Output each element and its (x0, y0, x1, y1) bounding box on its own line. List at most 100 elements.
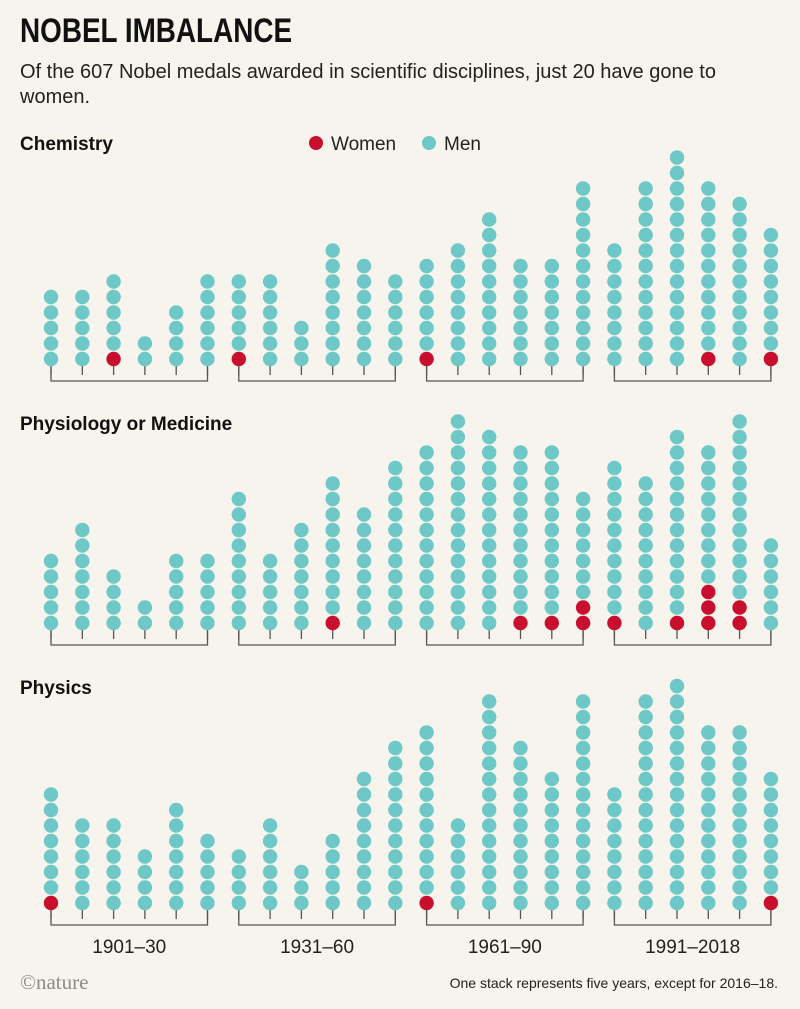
dot-men (356, 895, 372, 911)
period-bracket (613, 367, 772, 382)
dot-men (419, 258, 434, 274)
dot-men (669, 227, 685, 243)
dot-men (513, 600, 528, 615)
dot-men (262, 336, 278, 351)
dot-men (669, 491, 685, 507)
dot-men (325, 600, 340, 615)
dot-men (356, 522, 372, 538)
dot-men (356, 818, 372, 833)
dot-men (638, 196, 653, 212)
dot-men (231, 600, 246, 615)
dot-men (575, 538, 591, 553)
stack (43, 787, 59, 919)
dot-men (763, 818, 779, 833)
stack (732, 196, 747, 375)
dot-men (638, 849, 653, 864)
dot-men (106, 569, 121, 584)
dot-men (169, 615, 184, 631)
dot-men (607, 833, 622, 849)
dot-men (356, 584, 372, 600)
period-bracket (425, 631, 584, 646)
dot-women (701, 584, 716, 600)
dot-men (544, 802, 559, 818)
dot-men (388, 491, 403, 507)
dot-women (419, 351, 434, 367)
dot-men (106, 289, 121, 305)
dot-men (388, 522, 403, 538)
dot-men (544, 476, 559, 491)
dot-men (419, 849, 434, 864)
dot-men (43, 351, 59, 367)
dot-men (513, 445, 528, 460)
dot-men (732, 833, 747, 849)
dot-men (388, 849, 403, 864)
dot-men (638, 227, 653, 243)
dot-men (482, 694, 497, 709)
dot-men (43, 584, 59, 600)
dot-men (513, 849, 528, 864)
dot-men (544, 336, 559, 351)
dot-men (669, 833, 685, 849)
dot-men (388, 864, 403, 880)
stack (575, 181, 591, 375)
dot-men (75, 553, 90, 569)
dot-men (75, 895, 90, 911)
dot-men (325, 491, 340, 507)
dot-men (669, 289, 685, 305)
stack (325, 833, 340, 919)
dot-men (388, 289, 403, 305)
dot-men (450, 522, 466, 538)
dot-men (294, 336, 309, 351)
dot-men (325, 320, 340, 336)
dot-men (732, 196, 747, 212)
dot-men (669, 678, 685, 694)
dot-men (482, 709, 497, 725)
dot-women (732, 600, 747, 615)
dot-men (513, 584, 528, 600)
dot-men (732, 491, 747, 507)
dot-men (262, 818, 278, 833)
dot-men (669, 553, 685, 569)
dot-men (638, 569, 653, 584)
dot-men (169, 895, 184, 911)
dot-men (669, 538, 685, 553)
dot-men (419, 864, 434, 880)
dot-men (482, 320, 497, 336)
dot-men (262, 584, 278, 600)
dot-men (43, 569, 59, 584)
dot-men (638, 507, 653, 522)
dot-men (388, 305, 403, 320)
dot-men (544, 584, 559, 600)
dot-men (482, 740, 497, 756)
dot-men (169, 802, 184, 818)
dot-men (200, 274, 215, 289)
dot-men (450, 895, 466, 911)
dot-men (419, 771, 434, 787)
dot-men (356, 787, 372, 802)
dot-men (388, 507, 403, 522)
stack (356, 507, 372, 639)
dot-men (75, 569, 90, 584)
dot-men (262, 600, 278, 615)
dot-men (482, 243, 497, 258)
dot-men (450, 553, 466, 569)
dot-men (732, 895, 747, 911)
dot-men (701, 725, 716, 740)
footnote: One stack represents five years, except … (449, 975, 778, 991)
dot-men (732, 212, 747, 227)
dot-men (607, 491, 622, 507)
dot-men (732, 243, 747, 258)
dot-men (200, 320, 215, 336)
dot-men (732, 584, 747, 600)
dot-women (544, 615, 559, 631)
dot-men (669, 274, 685, 289)
dot-men (75, 615, 90, 631)
dot-men (701, 849, 716, 864)
dot-men (106, 818, 121, 833)
dot-men (388, 460, 403, 476)
dot-men (669, 507, 685, 522)
dot-men (575, 569, 591, 584)
dot-men (75, 289, 90, 305)
dot-men (419, 336, 434, 351)
dot-men (544, 569, 559, 584)
